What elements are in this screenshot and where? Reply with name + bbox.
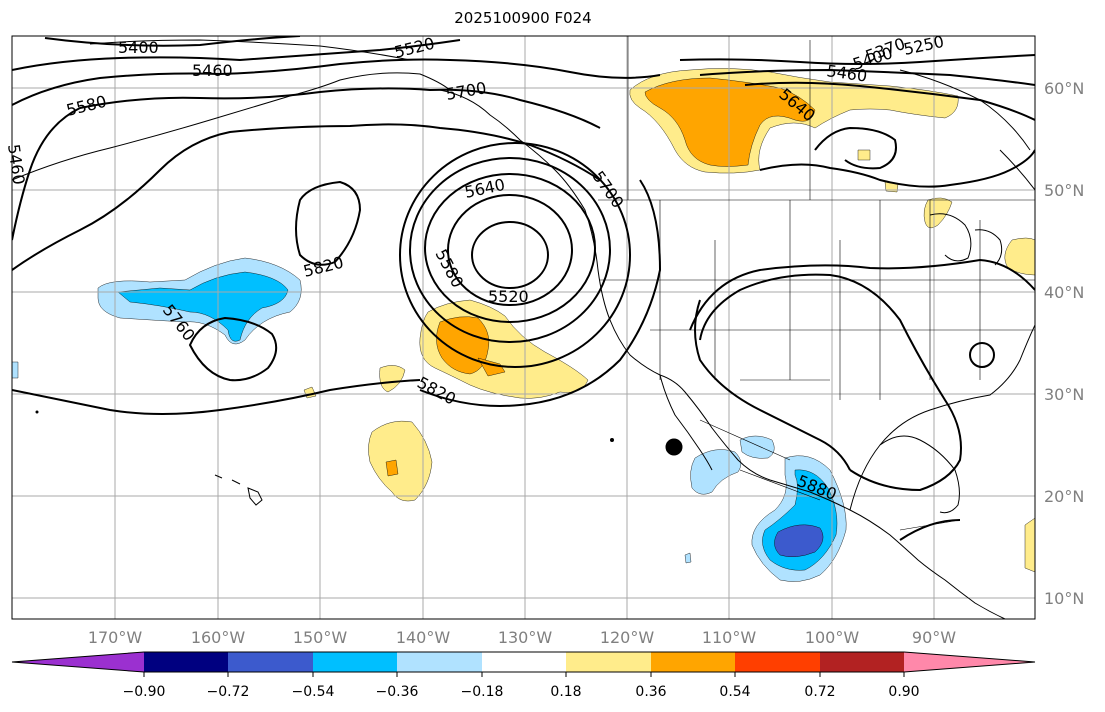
- map-panel: [12, 36, 1035, 619]
- negative-anomaly-baja: [690, 449, 742, 495]
- colorbar-tick-label: −0.90: [123, 684, 166, 700]
- colorbar-segment: [144, 652, 228, 672]
- longitude-label: 110°W: [702, 628, 757, 647]
- latitude-labels: 60°N 50°N 40°N 30°N 20°N 10°N: [1044, 79, 1084, 608]
- colorbar-tick-label: −0.72: [207, 684, 250, 700]
- longitude-label: 170°W: [88, 628, 143, 647]
- latitude-label: 10°N: [1044, 589, 1084, 608]
- longitude-label: 160°W: [191, 628, 246, 647]
- latitude-label: 50°N: [1044, 181, 1084, 200]
- positive-anomaly-core-canada: [644, 77, 816, 167]
- colorbar-tick-label: −0.18: [461, 684, 504, 700]
- colorbar-extend-right: [904, 652, 1035, 672]
- positive-anomaly-east-canada: [1004, 237, 1035, 276]
- positive-anomaly-great-lakes: [923, 197, 953, 229]
- graticule: [12, 36, 1035, 619]
- latitude-label: 40°N: [1044, 283, 1084, 302]
- latitude-label: 30°N: [1044, 385, 1084, 404]
- colorbar-tick-label: −0.54: [292, 684, 335, 700]
- colorbar-tick-label: 0.36: [635, 684, 666, 700]
- colorbar-segment: [651, 652, 735, 672]
- colorbar-segment: [313, 652, 397, 672]
- positive-anomaly-area-subtropical: [368, 420, 433, 502]
- latitude-label: 20°N: [1044, 487, 1084, 506]
- longitude-label: 90°W: [912, 628, 956, 647]
- negative-anomaly-core-pacific: [117, 271, 289, 342]
- colorbar-segment: [566, 652, 651, 672]
- longitude-label: 150°W: [293, 628, 348, 647]
- longitude-label: 120°W: [600, 628, 655, 647]
- colorbar-segment: [820, 652, 904, 672]
- map-border: [11, 35, 1036, 620]
- positive-anomaly-core-subtropical: [385, 459, 399, 477]
- colorbar-extend-left: [12, 652, 144, 672]
- colorbar-tick-label: 0.54: [719, 684, 750, 700]
- negative-anomaly-small: [684, 552, 692, 564]
- positive-anomaly-small-2: [857, 149, 871, 161]
- colorbar-segment: [482, 652, 566, 672]
- latitude-label: 60°N: [1044, 79, 1084, 98]
- map-title: 2025100900 F024: [454, 9, 592, 27]
- colorbar-tick-label: 0.72: [804, 684, 835, 700]
- colorbar-tick-label: 0.90: [888, 684, 919, 700]
- colorbar-segment: [397, 652, 482, 672]
- contour-label: 5400: [118, 38, 159, 57]
- colorbar: −0.90 −0.72 −0.54 −0.36 −0.18 0.18 0.36 …: [11, 651, 1036, 700]
- contour-label: 5520: [488, 287, 529, 306]
- positive-anomaly-atlantic: [1024, 517, 1035, 573]
- colorbar-segment: [735, 652, 820, 672]
- colorbar-tick-label: 0.18: [550, 684, 581, 700]
- longitude-label: 140°W: [396, 628, 451, 647]
- contour-label: 5460: [192, 61, 233, 80]
- colorbar-segment: [228, 652, 313, 672]
- negative-anomaly-peak-mexico: [774, 524, 824, 558]
- height-contours: [12, 36, 1035, 541]
- longitude-labels: 170°W 160°W 150°W 140°W 130°W 120°W 110°…: [88, 628, 956, 647]
- colorbar-tick-label: −0.36: [376, 684, 419, 700]
- negative-anomaly-left-edge: [12, 361, 19, 379]
- longitude-label: 100°W: [805, 628, 860, 647]
- longitude-label: 130°W: [498, 628, 553, 647]
- anomaly-shading: [12, 68, 1035, 582]
